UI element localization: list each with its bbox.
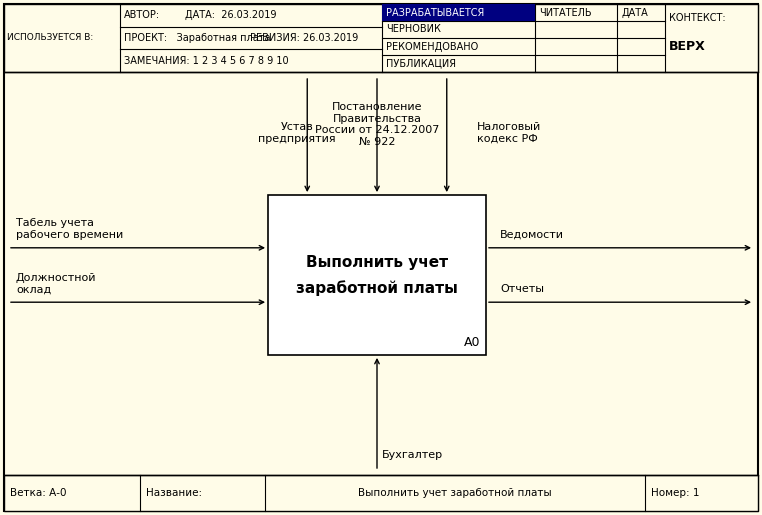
Text: Бухгалтер: Бухгалтер <box>382 450 443 460</box>
Text: ЧЕРНОВИК: ЧЕРНОВИК <box>386 25 441 35</box>
Text: А0: А0 <box>463 336 480 349</box>
Bar <box>382 4 535 21</box>
Text: ДАТА:  26.03.2019: ДАТА: 26.03.2019 <box>185 10 277 21</box>
Text: РАЗРАБАТЫВАЕТСЯ: РАЗРАБАТЫВАЕТСЯ <box>386 8 484 18</box>
Text: Выполнить учет заработной платы: Выполнить учет заработной платы <box>358 488 552 498</box>
Text: ЧИТАТЕЛЬ: ЧИТАТЕЛЬ <box>539 8 591 18</box>
Text: Устав
предприятия: Устав предприятия <box>258 122 336 144</box>
Text: Табель учета
рабочего времени: Табель учета рабочего времени <box>16 218 123 240</box>
Text: Отчеты: Отчеты <box>500 284 544 294</box>
Text: Номер: 1: Номер: 1 <box>651 488 700 498</box>
Text: заработной платы: заработной платы <box>296 280 458 296</box>
Text: Название:: Название: <box>146 488 202 498</box>
Text: Постановление
Правительства
России от 24.12.2007
№ 922: Постановление Правительства России от 24… <box>315 102 439 147</box>
Text: КОНТЕКСТ:: КОНТЕКСТ: <box>669 12 725 23</box>
Text: АВТОР:: АВТОР: <box>124 10 160 20</box>
Text: Ветка: А-0: Ветка: А-0 <box>10 488 66 498</box>
Text: РЕКОМЕНДОВАНО: РЕКОМЕНДОВАНО <box>386 42 479 52</box>
Text: ПУБЛИКАЦИЯ: ПУБЛИКАЦИЯ <box>386 59 456 68</box>
Text: РЕВИЗИЯ: 26.03.2019: РЕВИЗИЯ: 26.03.2019 <box>250 33 358 43</box>
Text: ДАТА: ДАТА <box>621 8 648 18</box>
Bar <box>268 195 486 355</box>
Text: Ведомости: Ведомости <box>500 230 564 240</box>
Bar <box>4 4 758 72</box>
Text: Налоговый
кодекс РФ: Налоговый кодекс РФ <box>477 122 541 144</box>
Bar <box>4 475 758 511</box>
Text: ВЕРХ: ВЕРХ <box>669 40 706 53</box>
Text: ИСПОЛЬЗУЕТСЯ В:: ИСПОЛЬЗУЕТСЯ В: <box>7 33 93 43</box>
Text: ЗАМЕЧАНИЯ: 1 2 3 4 5 6 7 8 9 10: ЗАМЕЧАНИЯ: 1 2 3 4 5 6 7 8 9 10 <box>124 56 289 66</box>
Text: ПРОЕКТ:   Заработная плата: ПРОЕКТ: Заработная плата <box>124 33 271 43</box>
Text: Выполнить учет: Выполнить учет <box>306 255 448 270</box>
Text: Должностной
оклад: Должностной оклад <box>16 272 97 294</box>
